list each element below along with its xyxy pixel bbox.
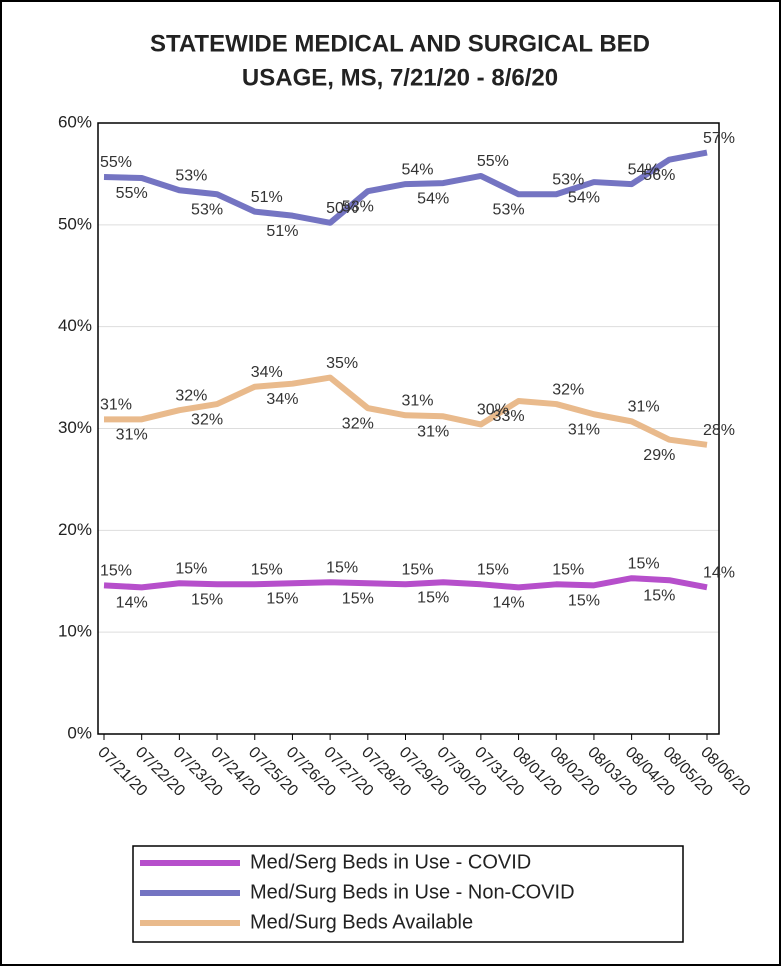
y-tick-label: 30%: [58, 418, 92, 437]
data-label: 15%: [326, 559, 358, 576]
data-label: 14%: [703, 565, 735, 582]
data-label: 50%: [326, 200, 358, 217]
data-label: 31%: [100, 397, 132, 414]
data-label: 15%: [417, 589, 449, 606]
data-label: 53%: [175, 167, 207, 184]
data-label: 53%: [342, 198, 374, 215]
data-label: 53%: [493, 202, 525, 219]
series-line: [103, 575, 708, 591]
data-label: 31%: [417, 423, 449, 440]
data-label: 15%: [477, 562, 509, 579]
data-label: 54%: [401, 161, 433, 178]
legend-label: Med/Surg Beds in Use - Non-COVID: [250, 881, 575, 903]
data-label: 54%: [628, 161, 660, 178]
legend-label: Med/Serg Beds in Use - COVID: [250, 851, 531, 873]
y-tick-label: 10%: [58, 622, 92, 641]
data-label: 32%: [175, 387, 207, 404]
data-label: 14%: [116, 595, 148, 612]
data-label: 31%: [628, 399, 660, 416]
plot-area: [97, 122, 720, 735]
data-label: 51%: [266, 223, 298, 240]
data-label: 30%: [477, 402, 509, 419]
y-tick-label: 40%: [58, 316, 92, 335]
data-label: 51%: [251, 189, 283, 206]
data-label: 31%: [568, 421, 600, 438]
data-label: 15%: [100, 563, 132, 580]
data-label: 53%: [191, 202, 223, 219]
series-line: [104, 374, 708, 448]
data-label: 15%: [643, 587, 675, 604]
chart-title: STATEWIDE MEDICAL AND SURGICAL BED: [150, 30, 650, 57]
data-label: 15%: [175, 561, 207, 578]
data-label: 34%: [266, 391, 298, 408]
y-tick-label: 20%: [58, 520, 92, 539]
data-label: 55%: [100, 154, 132, 171]
data-label: 34%: [251, 364, 283, 381]
data-label: 15%: [568, 593, 600, 610]
data-label: 15%: [251, 562, 283, 579]
data-label: 57%: [703, 130, 735, 147]
data-label: 31%: [401, 392, 433, 409]
data-label: 33%: [493, 408, 525, 425]
data-label: 32%: [342, 415, 374, 432]
data-label: 15%: [342, 591, 374, 608]
data-label: 32%: [191, 411, 223, 428]
data-label: 28%: [703, 422, 735, 439]
series-line: [103, 149, 708, 226]
data-label: 54%: [417, 190, 449, 207]
y-tick-label: 50%: [58, 214, 92, 233]
data-label: 15%: [628, 555, 660, 572]
data-label: 32%: [552, 381, 584, 398]
data-label: 53%: [552, 172, 584, 189]
data-label: 56%: [643, 167, 675, 184]
data-label: 15%: [552, 562, 584, 579]
data-label: 15%: [401, 562, 433, 579]
data-label: 55%: [477, 153, 509, 170]
data-label: 55%: [116, 185, 148, 202]
legend-label: Med/Surg Beds Available: [250, 911, 473, 933]
data-label: 35%: [326, 355, 358, 372]
data-label: 15%: [266, 591, 298, 608]
data-label: 14%: [493, 595, 525, 612]
data-label: 31%: [116, 427, 148, 444]
y-tick-label: 60%: [58, 112, 92, 131]
data-label: 15%: [191, 592, 223, 609]
data-label: 29%: [643, 447, 675, 464]
y-tick-label: 0%: [67, 723, 92, 742]
chart-subtitle: USAGE, MS, 7/21/20 - 8/6/20: [242, 64, 558, 91]
data-label: 54%: [568, 189, 600, 206]
